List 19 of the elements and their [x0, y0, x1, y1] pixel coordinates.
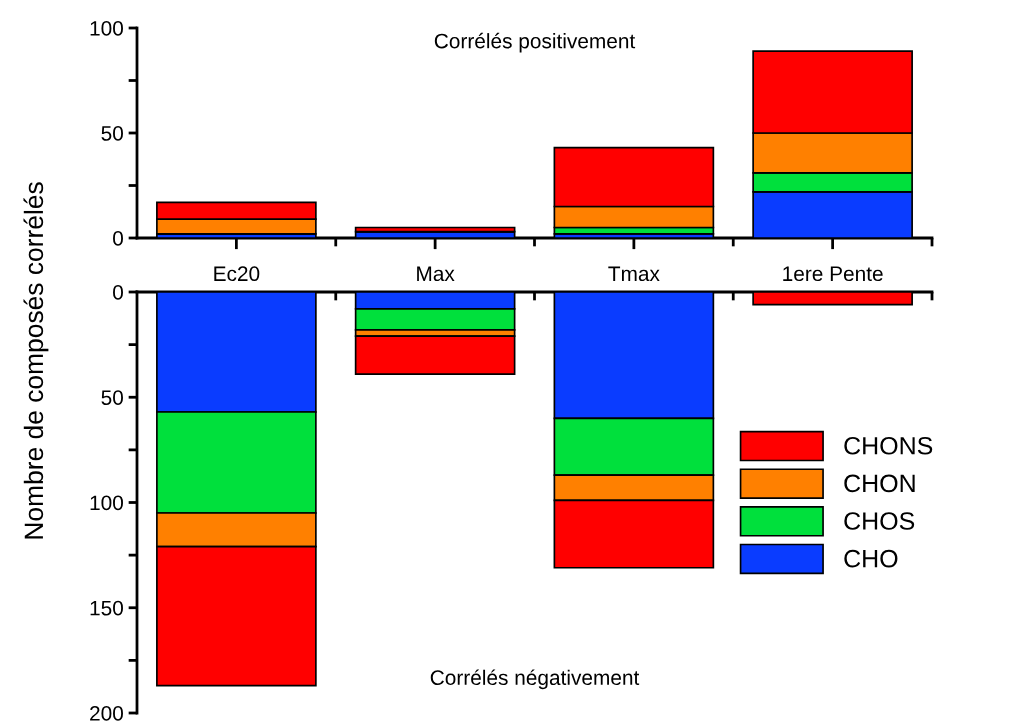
y-tick-label: 0 — [113, 231, 123, 246]
y-axis-title: Nombre de composés corrélés — [23, 182, 49, 539]
y-tick-label: 50 — [101, 390, 123, 405]
legend-label: CHOS — [844, 512, 915, 530]
y-tick-label: 200 — [90, 706, 123, 721]
legend-label: CHONS — [844, 436, 933, 455]
y-tick-label: 50 — [101, 126, 123, 141]
y-tick-label: 100 — [90, 495, 123, 511]
y-tick-label: 150 — [90, 600, 123, 616]
annotation: Corrélés négativement — [430, 669, 640, 690]
y-tick-label: 100 — [90, 21, 123, 36]
legend-label: CHON — [844, 474, 915, 493]
x-tick-label: Max — [417, 266, 455, 282]
x-tick-label: 1ere Pente — [783, 266, 883, 282]
x-tick-label: Ec20 — [214, 266, 260, 282]
legend-label: CHO — [844, 549, 898, 568]
y-tick-label: 0 — [113, 285, 123, 300]
annotation: Corrélés positivement — [434, 32, 636, 53]
x-tick-label: Tmax — [608, 266, 660, 282]
